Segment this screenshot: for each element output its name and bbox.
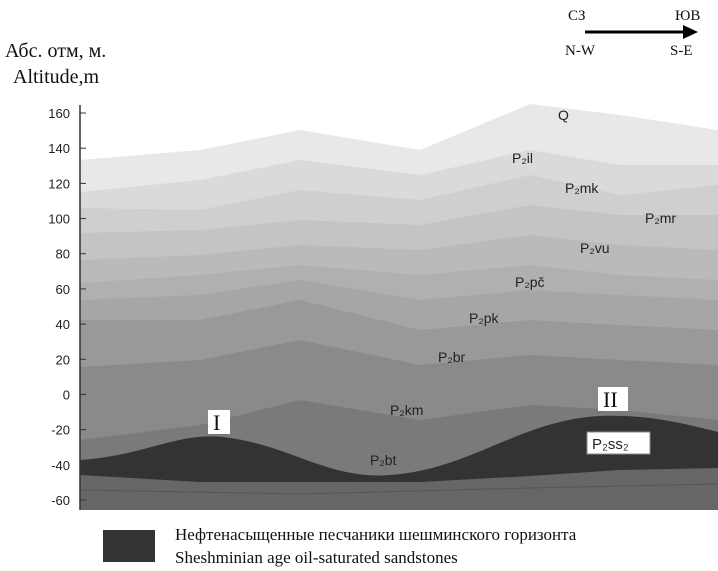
layer-label: P₂il <box>512 150 533 166</box>
layer-label: Q <box>558 107 569 123</box>
axis-label-en: Altitude,m <box>13 66 100 88</box>
label-box <box>586 431 651 455</box>
tick-label: -60 <box>51 493 70 508</box>
tick-label: -20 <box>51 423 70 438</box>
marker: II <box>603 387 618 412</box>
tick-label: 160 <box>48 106 70 121</box>
legend-swatch <box>103 530 155 562</box>
legend-text-ru: Нефтенасыщенные песчаники шешминского го… <box>175 525 577 544</box>
axis-label-ru: Абс. отм, м. <box>5 40 106 62</box>
layer-label: P₂vu <box>580 240 610 256</box>
layer-label: P₂mk <box>565 180 599 196</box>
tick-label: 0 <box>63 387 70 402</box>
legend-text-en: Sheshminian age oil-saturated sandstones <box>175 548 458 567</box>
layer-label: P₂pk <box>469 310 500 326</box>
tick-label: 120 <box>48 176 70 191</box>
direction-from-ru: СЗ <box>568 8 586 24</box>
direction-from-en: N-W <box>565 43 596 59</box>
marker-box <box>208 410 230 434</box>
direction-to-ru: ЮВ <box>675 8 700 24</box>
layer-label: P₂ss₂ <box>592 436 629 453</box>
direction-to-en: S-E <box>670 43 693 59</box>
layer-line <box>79 483 718 495</box>
ticks: 160 140 120 100 80 60 40 20 0 -20 -40 -60 <box>48 106 86 508</box>
tick-label: 40 <box>56 317 70 332</box>
tick-label: 20 <box>56 352 70 367</box>
marker-box <box>598 387 628 411</box>
layer-label: P₂bt <box>370 452 397 468</box>
layer-bottom <box>80 468 718 510</box>
layer-label: P₂mr <box>645 210 676 226</box>
layer-label: P₂pč <box>515 274 545 290</box>
tick-label: 100 <box>48 212 70 227</box>
layer-label: P₂br <box>438 349 466 365</box>
strata <box>79 104 718 510</box>
tick-label: 80 <box>56 247 70 262</box>
tick-label: 140 <box>48 141 70 156</box>
tick-label: -40 <box>51 458 70 473</box>
layer-label: P₂km <box>390 402 423 418</box>
marker: I <box>213 410 220 435</box>
tick-label: 60 <box>56 282 70 297</box>
arrow-head <box>683 25 698 39</box>
